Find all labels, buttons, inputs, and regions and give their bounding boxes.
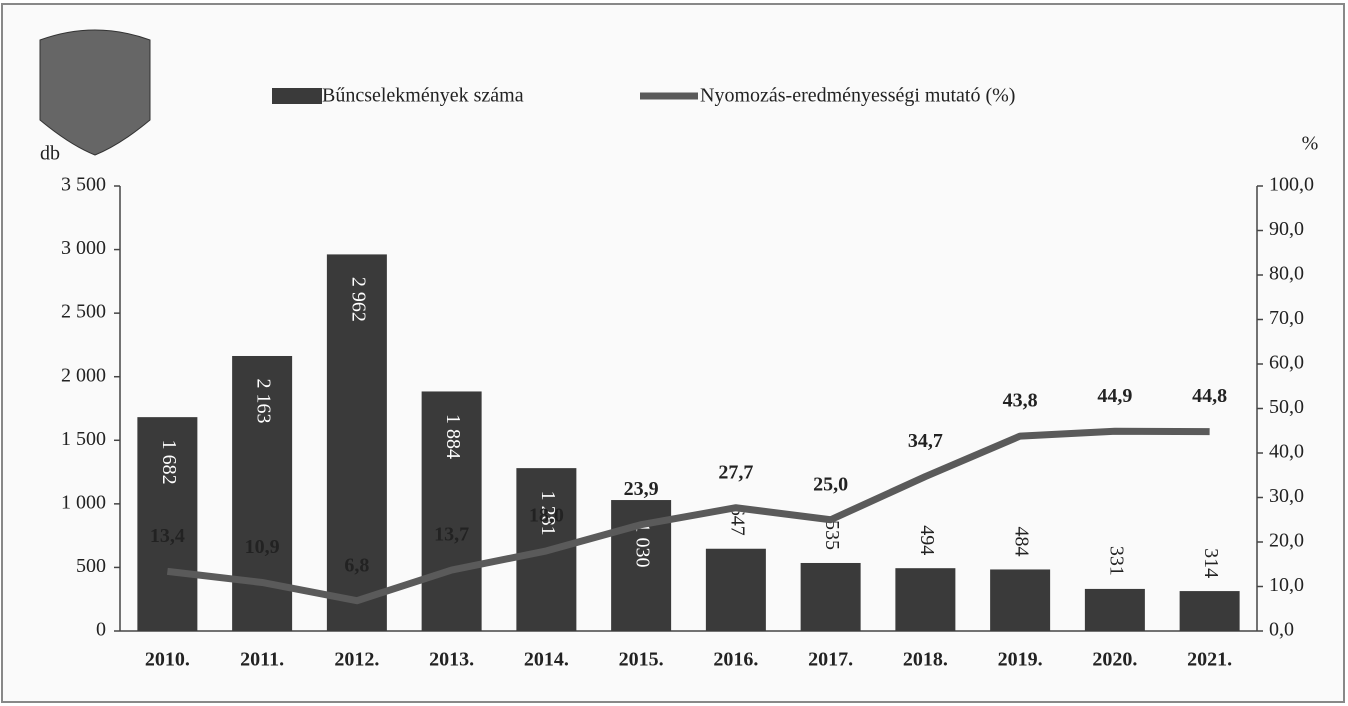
- y2-tick-label: 100,0: [1269, 174, 1314, 196]
- x-tick-label: 2019.: [998, 649, 1043, 671]
- y2-axis-label: %: [1302, 133, 1319, 155]
- line-value-label: 13,7: [434, 524, 469, 546]
- bar: [801, 563, 861, 631]
- y-tick-label: 3 500: [61, 174, 106, 196]
- line-value-label: 10,9: [245, 536, 280, 558]
- y2-tick-label: 50,0: [1269, 396, 1304, 418]
- y-tick-label: 0: [96, 619, 106, 641]
- y-tick-label: 2 000: [61, 364, 106, 386]
- y2-tick-label: 80,0: [1269, 263, 1304, 285]
- y-tick-label: 1 000: [61, 491, 106, 513]
- legend-swatch: [272, 88, 322, 104]
- line-value-label: 43,8: [1003, 390, 1038, 412]
- line-value-label: 44,8: [1192, 385, 1227, 407]
- x-tick-label: 2017.: [808, 649, 853, 671]
- x-tick-label: 2013.: [429, 649, 474, 671]
- bar: [895, 568, 955, 631]
- bar-value-label: 2 163: [253, 378, 275, 423]
- y-tick-label: 2 500: [61, 301, 106, 323]
- line-value-label: 23,9: [624, 478, 659, 500]
- line-value-label: 6,8: [344, 554, 369, 576]
- x-tick-label: 2015.: [619, 649, 664, 671]
- chart: db % 0 500 1 000 1 500 2 000 2 500 3 000 3 500 0…: [0, 0, 1348, 706]
- y2-tick-label: 10,0: [1269, 574, 1304, 596]
- legend-label: Bűncselekmények száma: [322, 85, 524, 107]
- y-tick-label: 3 000: [61, 237, 106, 259]
- bar: [1085, 589, 1145, 631]
- bar: [706, 549, 766, 631]
- line-value-label: 13,4: [150, 525, 185, 547]
- x-tick-label: 2020.: [1092, 649, 1137, 671]
- y-tick-label: 1 500: [61, 428, 106, 450]
- legend-label: Nyomozás-eredményességi mutató (%): [700, 85, 1015, 107]
- bar-value-label: 1 682: [158, 440, 180, 485]
- line-value-label: 44,9: [1097, 385, 1132, 407]
- bar-value-label: 331: [1105, 546, 1127, 576]
- x-tick-label: 2011.: [240, 649, 284, 671]
- y2-tick-label: 0,0: [1269, 619, 1294, 641]
- x-tick-label: 2012.: [334, 649, 379, 671]
- x-tick-label: 2014.: [524, 649, 569, 671]
- line-value-label: 25,0: [813, 473, 848, 495]
- x-tick-label: 2021.: [1187, 649, 1232, 671]
- x-tick-label: 2016.: [713, 649, 758, 671]
- y2-tick-label: 20,0: [1269, 530, 1304, 552]
- bar-value-label: 535: [821, 520, 843, 550]
- y2-tick-label: 30,0: [1269, 485, 1304, 507]
- y2-tick-label: 60,0: [1269, 352, 1304, 374]
- bar-value-label: 494: [916, 525, 938, 555]
- y-tick-label: 500: [76, 555, 106, 577]
- bar-value-label: 314: [1200, 548, 1222, 578]
- bar-value-label: 1 884: [442, 414, 464, 459]
- bar: [990, 569, 1050, 631]
- y2-tick-label: 90,0: [1269, 218, 1304, 240]
- line-value-label: 18,0: [529, 504, 564, 526]
- x-tick-label: 2018.: [903, 649, 948, 671]
- x-tick-label: 2010.: [145, 649, 190, 671]
- y-axis-label: db: [40, 143, 60, 165]
- line-value-label: 34,7: [908, 430, 943, 452]
- y2-tick-label: 40,0: [1269, 441, 1304, 463]
- line-value-label: 27,7: [718, 461, 753, 483]
- bar: [1180, 591, 1240, 631]
- bar-value-label: 484: [1011, 526, 1033, 556]
- y2-tick-label: 70,0: [1269, 307, 1304, 329]
- bar-value-label: 2 962: [347, 277, 369, 322]
